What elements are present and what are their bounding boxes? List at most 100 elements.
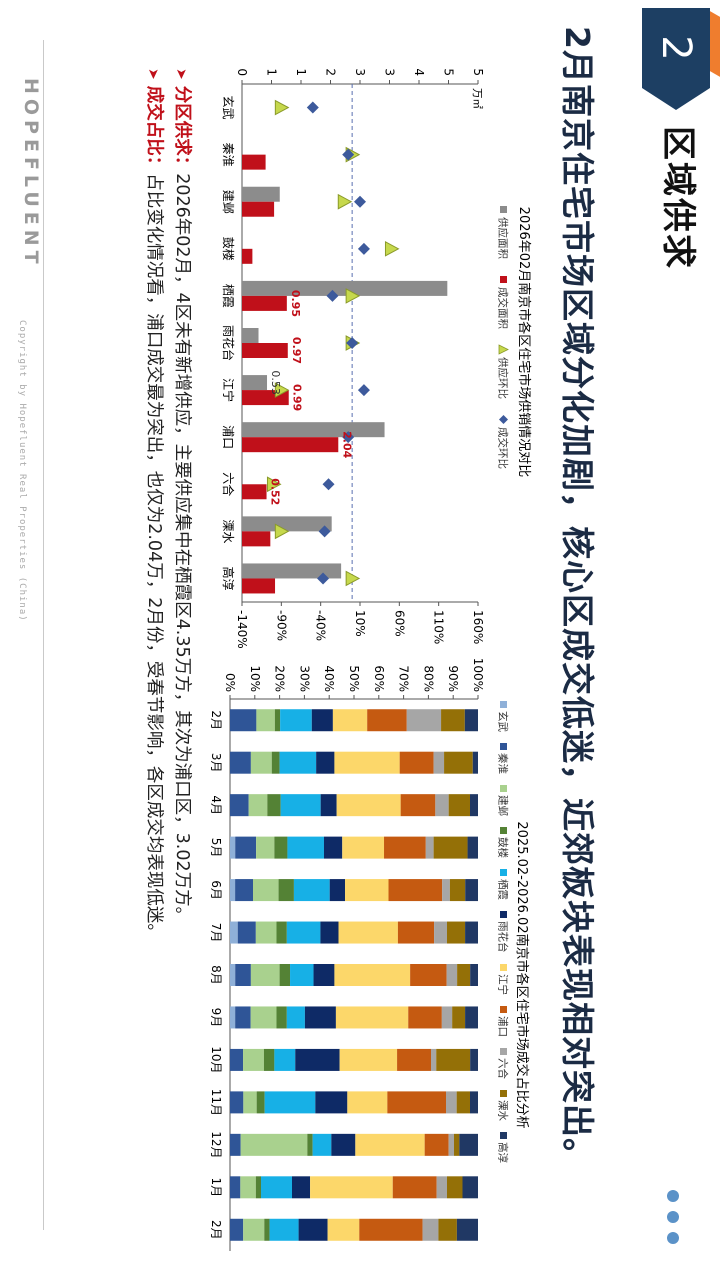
category-label: 栖霞 xyxy=(221,284,236,308)
legend-swatch xyxy=(499,415,508,424)
share-segment xyxy=(470,1091,478,1114)
y-tick-label: 30% xyxy=(297,665,311,692)
deal-ratio-marker xyxy=(357,384,370,397)
share-segment xyxy=(342,836,385,859)
share-segment xyxy=(359,1218,423,1241)
share-segment xyxy=(229,709,257,732)
dot-icon xyxy=(667,1190,679,1202)
supply-ratio-marker xyxy=(345,570,361,587)
accent-stripe xyxy=(710,11,720,77)
share-segment xyxy=(470,794,478,817)
share-segment xyxy=(269,1218,299,1241)
share-segment xyxy=(336,794,401,817)
category-label: 雨花台 xyxy=(221,325,236,361)
legend-label: 建邺 xyxy=(497,795,510,816)
share-segment xyxy=(329,879,346,902)
legend-swatch xyxy=(500,785,507,792)
legend-swatch xyxy=(500,911,507,918)
right-tick-label: 160% xyxy=(471,610,485,644)
month-label: 3月 xyxy=(209,753,223,773)
share-segment xyxy=(434,921,447,944)
legend-label: 江宁 xyxy=(497,974,510,995)
month-label: 2月 xyxy=(209,710,223,730)
category-label: 玄武 xyxy=(221,96,236,120)
share-segment xyxy=(263,1048,275,1071)
supply-ratio-marker xyxy=(274,523,290,540)
legend-label: 成交环比 xyxy=(497,427,510,469)
share-segment xyxy=(267,794,281,817)
share-segment xyxy=(467,836,478,859)
share-segment xyxy=(332,709,368,732)
share-segment xyxy=(422,1218,439,1241)
main-title: 2月南京住宅市场区域分化加剧，核心区成交低迷，近郊板块表现相对突出。 xyxy=(558,26,597,1172)
share-segment xyxy=(320,794,337,817)
left-tick-label: 3 xyxy=(353,68,367,76)
share-segment xyxy=(465,1006,478,1029)
y-tick-label: 40% xyxy=(322,665,336,692)
legend-label: 雨花台 xyxy=(497,921,510,953)
page-dots xyxy=(663,1190,682,1253)
note-share: ➤ 成交占比：占比变化情况看，浦口成交最为突出，也仅为2.04万，2月份，受春节影… xyxy=(143,68,168,941)
share-segment xyxy=(240,1176,256,1199)
left-tick-label: 5 xyxy=(442,68,456,76)
share-segment xyxy=(424,1133,449,1156)
share-segment xyxy=(290,964,314,986)
share-segment xyxy=(442,879,450,902)
share-segment xyxy=(253,879,279,902)
deal-data-label: 0.97 xyxy=(290,337,303,364)
left-tick-label: 4 xyxy=(412,68,426,76)
y-tick-label: 100% xyxy=(471,658,485,692)
month-label: 1月 xyxy=(209,1177,223,1197)
deal-data-label: 2.04 xyxy=(340,431,353,458)
legend-swatch xyxy=(500,206,507,213)
chart-title: 2025.02-2026.02南京市各区住宅市场成交占比分析 xyxy=(514,821,530,1128)
left-tick-label: 1 xyxy=(265,68,279,76)
legend-label: 玄武 xyxy=(497,711,510,732)
supply-bar xyxy=(241,516,332,532)
legend-swatch xyxy=(500,1132,507,1139)
share-segment xyxy=(431,1048,437,1071)
dot-icon xyxy=(667,1232,679,1244)
deal-data-label: 0.99 xyxy=(291,384,304,411)
share-segment xyxy=(397,1048,432,1071)
share-segment xyxy=(338,921,398,944)
share-segment xyxy=(339,1048,398,1071)
deal-bar xyxy=(242,484,267,500)
right-tick-label: -90% xyxy=(274,610,288,641)
share-segment xyxy=(250,1006,277,1029)
share-segment xyxy=(399,751,434,774)
deal-ratio-marker xyxy=(357,242,370,255)
share-segment xyxy=(230,879,236,902)
share-segment xyxy=(243,1218,265,1241)
share-segment xyxy=(397,921,435,944)
left-tick-label: 1 xyxy=(294,68,308,76)
share-segment xyxy=(448,1133,454,1156)
share-segment xyxy=(243,1091,257,1114)
month-label: 5月 xyxy=(209,838,223,858)
share-segment xyxy=(408,1006,442,1029)
legend-swatch xyxy=(500,1048,507,1055)
supply-bar xyxy=(241,563,342,579)
supply-ratio-marker xyxy=(266,476,282,493)
legend-label: 鼓楼 xyxy=(497,837,510,858)
share-segment xyxy=(279,751,317,774)
share-segment xyxy=(274,709,281,732)
section-title: 区域供求 xyxy=(658,126,698,270)
deal-ratio-marker xyxy=(354,195,366,208)
share-segment xyxy=(261,1176,292,1199)
share-segment xyxy=(320,921,339,944)
share-segment xyxy=(441,709,465,732)
share-segment xyxy=(392,1176,437,1199)
unit-label: 万㎡ xyxy=(471,88,483,109)
share-segment xyxy=(286,921,321,944)
right-tick-label: 10% xyxy=(353,610,367,637)
share-segment xyxy=(310,1176,393,1199)
supply-bar xyxy=(241,375,268,391)
share-segment xyxy=(452,1006,466,1029)
share-segment xyxy=(456,1091,470,1114)
share-segment xyxy=(446,964,458,986)
share-segment xyxy=(243,1048,264,1071)
share-segment xyxy=(433,751,445,774)
share-segment xyxy=(280,794,321,817)
